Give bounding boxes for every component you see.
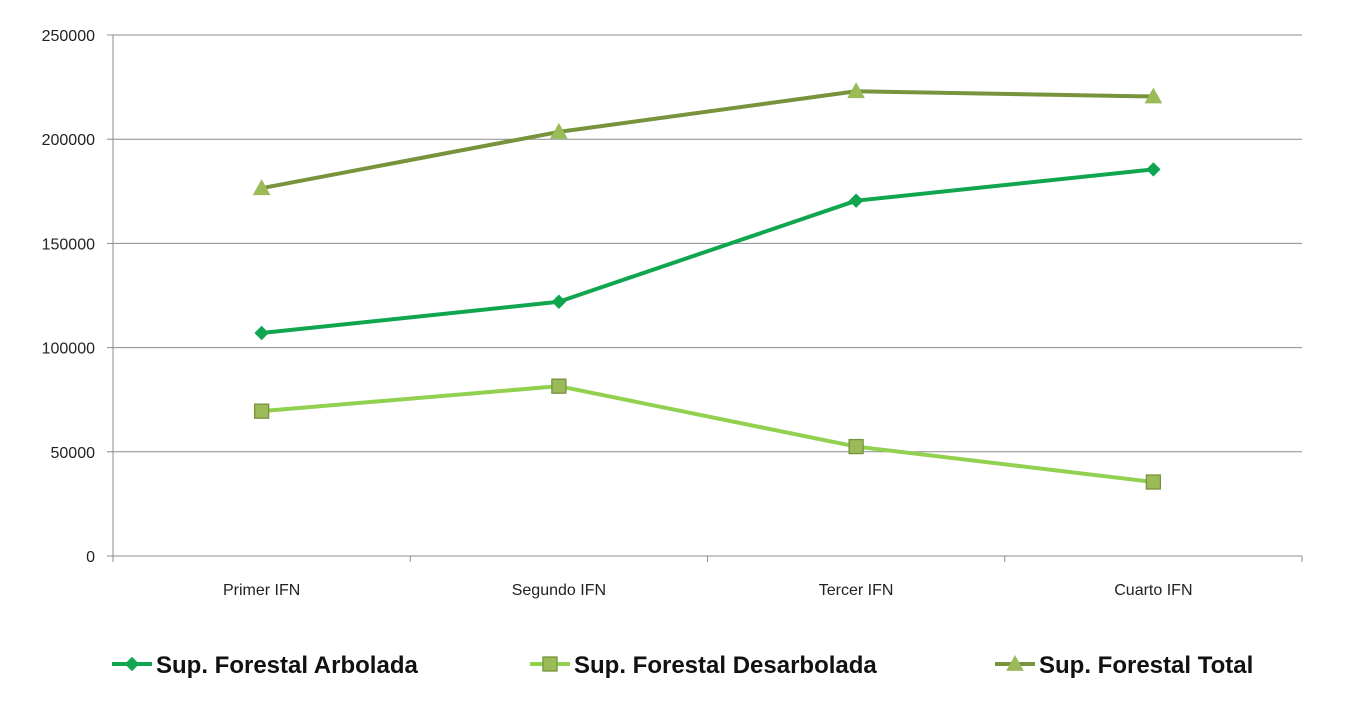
x-axis-tick-labels: Primer IFN Segundo IFN Tercer IFN Cuarto IF… [223, 582, 1193, 599]
legend: Sup. Forestal Arbolada Sup. Forestal Desa… [112, 652, 1253, 679]
legend-label: Sup. Forestal Arbolada [156, 652, 418, 679]
y-tick-label: 200000 [42, 132, 95, 149]
data-point [253, 403, 270, 419]
series-line [259, 384, 1156, 485]
x-tick-label: Cuarto IFN [1114, 582, 1192, 599]
data-point [848, 438, 864, 455]
series-line [259, 89, 1156, 191]
data-point [1146, 162, 1161, 177]
x-tick-label: Primer IFN [223, 582, 300, 599]
legend-label: Sup. Forestal Desarbolada [574, 652, 877, 679]
legend-marker [1006, 654, 1024, 671]
series-line [259, 167, 1156, 336]
y-tick-label: 250000 [42, 28, 95, 45]
data-point [551, 378, 567, 394]
y-tick-label: 0 [86, 549, 95, 566]
legend-item: Sup. Forestal Total [995, 652, 1253, 679]
data-point [1145, 474, 1162, 490]
y-tick-label: 150000 [42, 236, 95, 253]
legend-item: Sup. Forestal Desarbolada [530, 652, 877, 679]
x-tick-label: Tercer IFN [819, 582, 894, 599]
x-tick-label: Segundo IFN [512, 582, 606, 599]
series-2 [253, 378, 1162, 490]
series-lines [252, 82, 1163, 490]
data-point [847, 82, 865, 99]
data-point [1144, 87, 1163, 104]
legend-marker [542, 656, 558, 672]
series-1 [254, 162, 1161, 341]
data-point [254, 325, 269, 341]
gridlines [113, 34, 1302, 453]
data-point [551, 294, 567, 309]
y-axis-tick-labels: 0 50000 100000 150000 200000 250000 [42, 28, 95, 566]
axes [107, 34, 1303, 562]
data-point [848, 193, 864, 208]
series-3 [252, 82, 1163, 196]
data-point [252, 179, 271, 196]
legend-label: Sup. Forestal Total [1039, 652, 1253, 679]
y-tick-label: 50000 [51, 445, 96, 462]
legend-marker [124, 656, 140, 672]
legend-item: Sup. Forestal Arbolada [112, 652, 418, 679]
y-tick-label: 100000 [42, 341, 95, 358]
data-point [550, 122, 568, 139]
